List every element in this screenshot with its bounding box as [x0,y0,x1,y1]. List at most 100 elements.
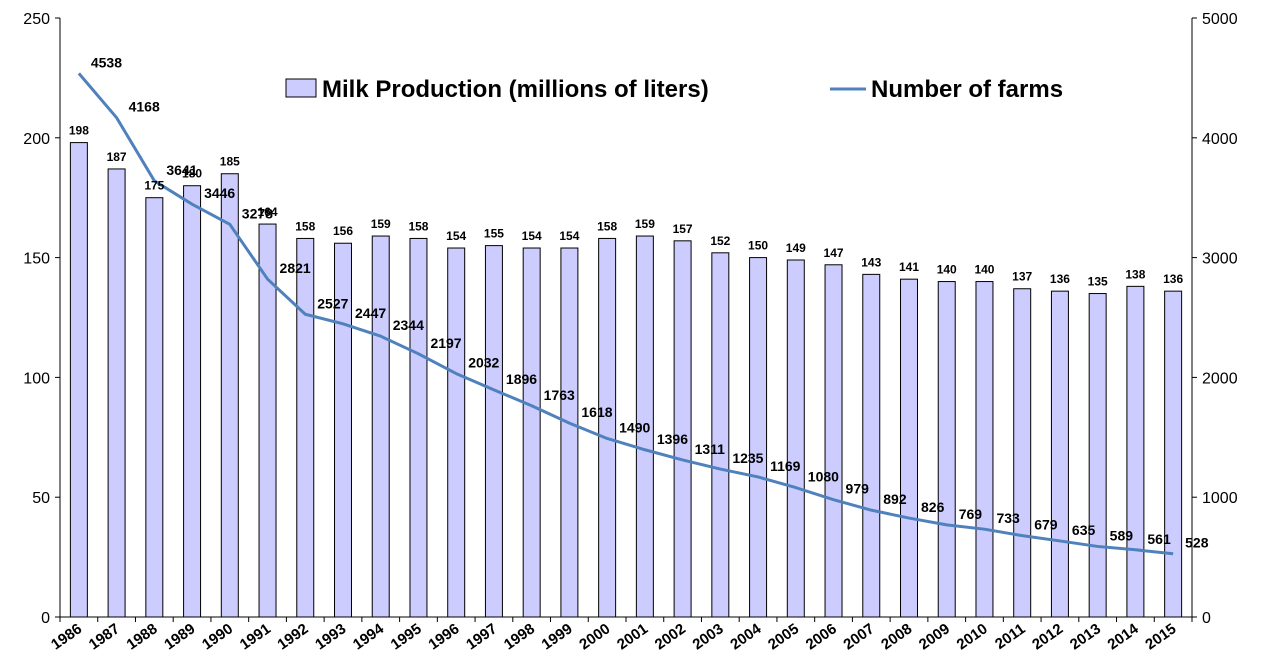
bar [862,273,881,618]
x-tick-label: 1994 [350,620,388,653]
bar [1088,293,1107,618]
y-right-tick-label: 0 [1202,610,1211,627]
bar [258,223,277,618]
legend-line-label: Number of farms [871,76,1063,103]
bar [447,247,466,618]
x-tick-label: 1996 [425,620,462,653]
bar-value-label: 147 [824,246,844,260]
x-tick-label: 1991 [237,620,274,653]
x-tick-label: 1993 [312,620,349,653]
x-tick-label: 2002 [652,620,689,653]
bar [1126,285,1145,618]
legend-bar-swatch [285,78,317,98]
bar-value-label: 136 [1163,272,1183,286]
bar [183,185,202,618]
bar [749,257,768,618]
x-tick-label: 2003 [690,620,727,653]
bar-value-label: 187 [107,150,127,164]
bar [69,142,88,618]
bar-value-label: 143 [861,255,881,269]
x-tick-label: 1998 [501,620,538,653]
bar-value-label: 175 [144,179,164,193]
bar-value-label: 135 [1088,275,1108,289]
x-tick-label: 2007 [840,620,877,653]
y-left-tick-label: 0 [41,610,50,627]
bar-value-label: 155 [484,227,504,241]
y-right-tick-label: 1000 [1202,490,1238,507]
x-tick-label: 2012 [1029,620,1066,653]
line-series [77,72,1174,556]
bar-value-label: 159 [371,217,391,231]
line-value-label: 1763 [544,387,575,403]
bar [371,235,390,618]
x-tick-label: 1988 [124,620,161,653]
line-value-label: 1618 [581,404,612,420]
x-tick-label: 2006 [803,620,840,653]
x-tick-label: 1995 [388,620,425,653]
bar-value-label: 156 [333,224,353,238]
line-value-label: 1080 [808,469,839,485]
bar-value-label: 158 [597,219,617,233]
x-tick-label: 1999 [539,620,576,653]
x-tick-label: 2008 [878,620,915,653]
bar [560,247,579,618]
line-value-label: 733 [996,510,1020,526]
line-value-label: 826 [921,499,945,515]
bar [107,168,126,618]
y-left-tick-label: 250 [23,11,50,28]
line-value-label: 1169 [770,458,801,474]
line-value-label: 1235 [732,450,763,466]
bar [711,252,730,618]
bar-value-label: 180 [182,167,202,181]
line-value-label: 635 [1072,522,1096,538]
bar-value-label: 157 [673,222,693,236]
legend: Milk Production (millions of liters) Num… [285,76,1063,103]
bar-value-label: 141 [899,260,919,274]
y-left-tick-label: 100 [23,370,50,387]
line-value-label: 1896 [506,371,537,387]
bar [635,235,654,618]
y-right-tick-label: 5000 [1202,11,1238,28]
line-value-label: 528 [1185,535,1209,551]
farms-line [77,72,1174,556]
bar-value-label: 158 [408,219,428,233]
line-value-label: 769 [959,506,983,522]
line-value-label: 4168 [129,99,160,115]
data-labels: 198 187 175 180 185 164 158 156 159 158 154 155 154 1… [69,54,1209,550]
bar [824,264,843,618]
y-left-tick-label: 200 [23,131,50,148]
bar-value-label: 152 [710,234,730,248]
bar [522,247,541,618]
bar [220,173,239,618]
line-value-label: 589 [1110,527,1134,543]
bar [409,237,428,618]
x-tick-label: 2010 [954,620,991,653]
bar [334,242,352,618]
bar [673,240,692,618]
line-value-label: 3278 [242,205,273,221]
x-tick-label: 1987 [86,620,123,653]
bar-value-label: 185 [220,155,240,169]
x-tick-label: 2000 [576,620,613,653]
x-tick-label: 2013 [1067,620,1104,653]
bar [900,278,918,618]
bar-value-label: 159 [635,217,655,231]
bar [1050,290,1069,618]
x-tick-label: 2005 [765,620,802,653]
y-right-tick-label: 3000 [1202,251,1238,268]
y-right-tick-label: 2000 [1202,370,1238,387]
bar [975,281,994,618]
x-tick-label: 2014 [1105,620,1143,653]
line-value-label: 4538 [91,54,122,70]
line-value-label: 2527 [317,295,348,311]
legend-bar-label: Milk Production (millions of liters) [322,76,709,103]
line-value-label: 3446 [204,185,235,201]
line-value-label: 892 [883,491,907,507]
bar-value-label: 136 [1050,272,1070,286]
y-left-tick-label: 50 [32,490,50,507]
x-tick-label: 2015 [1142,620,1179,653]
x-tick-label: 2009 [916,620,953,653]
bar-value-label: 140 [937,263,957,277]
line-value-label: 1490 [619,419,650,435]
